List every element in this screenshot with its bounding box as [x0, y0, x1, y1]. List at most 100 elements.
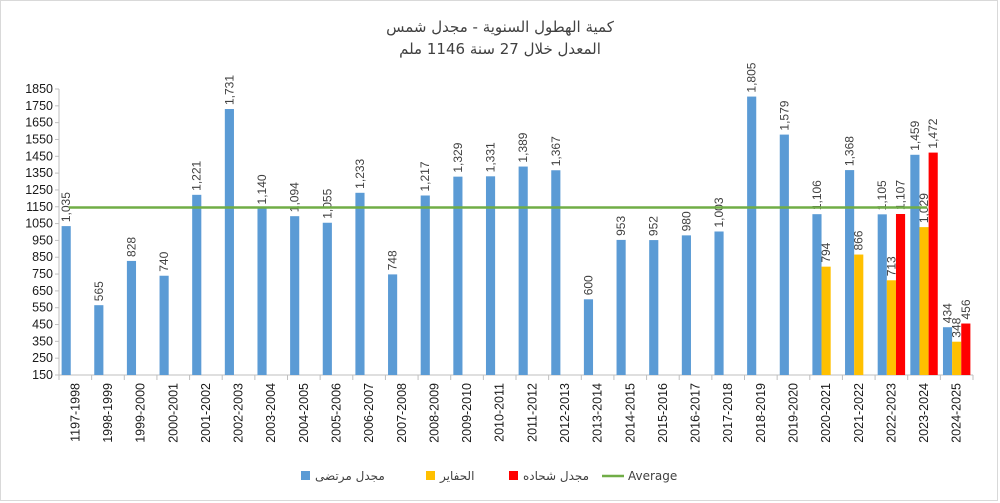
x-category-label: 2006-2007 — [362, 383, 376, 443]
bar-1 — [910, 154, 920, 375]
bar-2 — [919, 227, 929, 375]
bar-1 — [877, 214, 887, 375]
bar-1 — [518, 166, 528, 375]
x-category-label: 2008-2009 — [427, 383, 441, 443]
bar-value-label: 456 — [959, 299, 973, 319]
y-tick-label: 1750 — [25, 99, 53, 113]
legend-swatch — [509, 471, 518, 480]
bar-1 — [126, 260, 137, 375]
bar-1 — [681, 235, 691, 375]
y-tick-label: 1250 — [25, 183, 53, 197]
y-tick-label: 1850 — [25, 82, 53, 96]
bar-1 — [322, 222, 332, 375]
y-tick-label: 150 — [32, 368, 53, 382]
bar-1 — [192, 194, 202, 375]
bar-value-label: 1,368 — [843, 136, 857, 166]
bar-value-label: 1,329 — [451, 142, 465, 172]
bar-1 — [257, 208, 267, 375]
bar-3 — [961, 323, 971, 375]
x-category-label: 2013-2014 — [591, 383, 605, 443]
y-tick-label: 750 — [32, 267, 53, 281]
bar-1 — [485, 176, 496, 375]
legend-label: مجدل مرتضى — [315, 469, 385, 484]
bar-value-label: 1,094 — [288, 182, 302, 212]
bar-1 — [355, 192, 365, 375]
bar-2 — [821, 266, 831, 375]
bar-1 — [388, 274, 398, 375]
y-tick-label: 550 — [32, 301, 53, 315]
x-category-label: 1998-1999 — [101, 383, 115, 443]
bar-1 — [845, 170, 855, 375]
y-tick-label: 1650 — [25, 116, 53, 130]
bar-value-label: 1,221 — [190, 160, 204, 190]
x-category-label: 2022-2023 — [884, 383, 898, 443]
bar-value-label: 866 — [852, 230, 866, 250]
legend-label: الحفاير — [439, 469, 474, 484]
x-category-label: 2018-2019 — [754, 383, 768, 443]
legend-swatch — [301, 471, 310, 480]
bar-value-label: 1,331 — [484, 142, 498, 172]
chart-title-line-1: كمية الهطول السنوية - مجدل شمس — [386, 18, 615, 36]
bar-value-label: 794 — [819, 242, 833, 262]
x-category-label: 2009-2010 — [460, 383, 474, 443]
bar-value-label: 740 — [157, 251, 171, 271]
chart-title-line-2: المعدل خلال 27 سنة 1146 ملم — [399, 40, 601, 58]
bar-3 — [928, 152, 938, 375]
x-category-label: 2012-2013 — [558, 383, 572, 443]
bar-value-label: 953 — [614, 216, 628, 236]
x-category-label: 2023-2024 — [917, 383, 931, 443]
x-category-label: 2019-2020 — [786, 383, 800, 443]
bar-1 — [453, 176, 463, 375]
x-category-label: 2004-2005 — [297, 383, 311, 443]
bar-value-label: 434 — [941, 303, 955, 323]
bar-1 — [290, 216, 300, 375]
x-category-label: 2021-2022 — [852, 383, 866, 443]
y-tick-label: 850 — [32, 250, 53, 264]
bar-2 — [886, 280, 896, 375]
bar-1 — [812, 214, 822, 375]
bar-value-label: 952 — [647, 216, 661, 236]
x-category-label: 2017-2018 — [721, 383, 735, 443]
x-category-label: 2015-2016 — [656, 383, 670, 443]
bar-2 — [952, 341, 962, 375]
bar-value-label: 1,233 — [353, 158, 367, 188]
bar-1 — [942, 327, 953, 375]
y-tick-label: 650 — [32, 284, 53, 298]
bar-value-label: 828 — [124, 237, 138, 257]
legend-swatch — [426, 471, 435, 480]
y-tick-label: 250 — [32, 351, 53, 365]
legend-label: مجدل شحاده — [523, 469, 589, 483]
bar-1 — [224, 109, 234, 376]
x-category-label: 2024-2025 — [950, 383, 964, 443]
bar-value-label: 1,055 — [320, 188, 334, 218]
y-tick-label: 450 — [32, 318, 53, 332]
bar-value-label: 1,106 — [810, 180, 824, 210]
x-category-label: 2003-2004 — [264, 383, 278, 443]
x-category-label: 2020-2021 — [819, 383, 833, 443]
bar-value-label: 1,105 — [875, 180, 889, 210]
bar-1 — [94, 305, 104, 375]
x-category-label: 2014-2015 — [623, 383, 637, 443]
bar-3 — [895, 213, 906, 375]
legend-label: Average — [628, 469, 677, 483]
x-category-label: 2000-2001 — [166, 383, 180, 443]
x-category-label: 2005-2006 — [329, 383, 343, 443]
legend: مجدل مرتضى الحفاير مجدل شحاده Average — [301, 469, 677, 484]
bar-value-label: 1,472 — [926, 118, 940, 148]
bar-value-label: 1,367 — [549, 136, 563, 166]
bar-value-label: 713 — [884, 256, 898, 276]
bar-value-label: 565 — [92, 281, 106, 301]
y-tick-label: 1350 — [25, 166, 53, 180]
bar-1 — [616, 239, 626, 375]
y-tick-label: 350 — [32, 334, 53, 348]
y-tick-label: 1550 — [25, 132, 53, 146]
bar-value-label: 1,035 — [59, 192, 73, 222]
bar-value-label: 600 — [581, 275, 595, 295]
bar-1 — [649, 240, 659, 375]
bar-value-label: 1,805 — [745, 62, 759, 92]
bar-1 — [714, 231, 724, 375]
bar-value-label: 1,731 — [222, 75, 236, 105]
bar-1 — [61, 226, 71, 375]
bar-1 — [747, 96, 757, 375]
x-category-label: 2010-2011 — [493, 383, 507, 442]
